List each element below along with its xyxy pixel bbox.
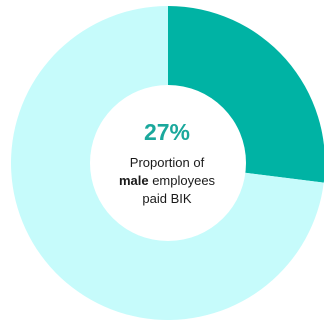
caption: Proportion of male employees paid BIK bbox=[82, 154, 252, 208]
caption-bold-word: male bbox=[118, 173, 149, 188]
caption-line-3: paid BIK bbox=[142, 191, 192, 206]
percent-value: 27% bbox=[143, 119, 191, 145]
caption-line-2-rest: employees bbox=[148, 173, 216, 188]
center-label: 27% Proportion of male employees paid BI… bbox=[82, 118, 252, 208]
caption-line-1: Proportion of bbox=[129, 155, 205, 170]
donut-hole bbox=[90, 85, 246, 241]
